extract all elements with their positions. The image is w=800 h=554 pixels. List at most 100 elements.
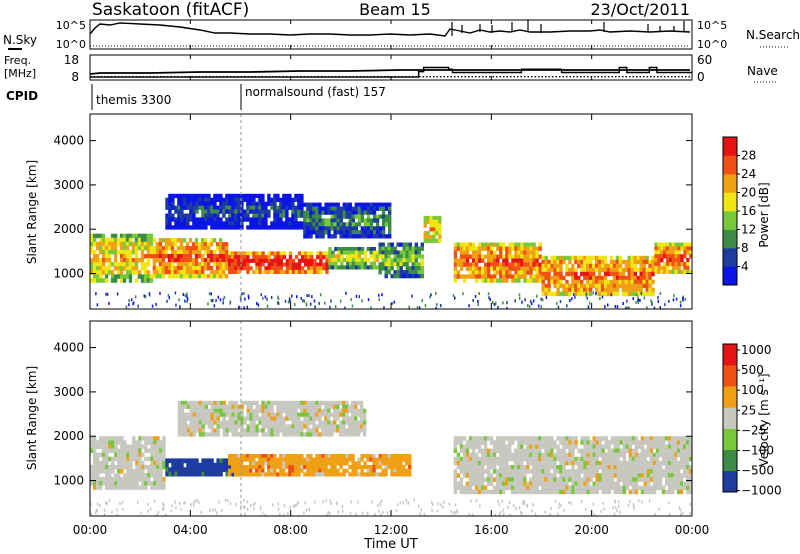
power-cell xyxy=(474,274,479,279)
power-cell xyxy=(197,266,202,271)
velocity-cell xyxy=(689,477,692,482)
power-cell xyxy=(327,206,331,211)
power-cell xyxy=(300,197,304,202)
power-cell xyxy=(337,247,341,252)
velocity-cell xyxy=(589,448,593,454)
velocity-speckle xyxy=(224,498,227,502)
velocity-cell xyxy=(339,428,343,433)
power-cell xyxy=(417,250,421,255)
velocity-speckle xyxy=(452,511,455,515)
power-cell xyxy=(297,205,301,210)
power-speckle xyxy=(682,297,684,300)
velocity-cell xyxy=(601,460,605,466)
power-cell xyxy=(161,238,166,243)
velocity-cell xyxy=(315,461,319,466)
power-speckle xyxy=(424,304,427,308)
power-cell xyxy=(306,226,310,231)
velocity-cell xyxy=(90,448,94,453)
power-cell xyxy=(541,279,545,285)
power-cell xyxy=(366,226,371,231)
power-cell xyxy=(348,247,353,252)
power-cell xyxy=(210,205,214,210)
power-cell xyxy=(309,202,313,207)
power-cell xyxy=(372,247,376,252)
power-cell xyxy=(612,275,617,281)
power-cell xyxy=(203,242,208,247)
velocity-speckle xyxy=(153,499,156,503)
velocity-cell xyxy=(339,412,343,417)
velocity-cell xyxy=(255,432,259,437)
velocity-cell xyxy=(459,481,464,486)
power-cell xyxy=(477,266,482,271)
velocity-cell xyxy=(330,461,334,466)
power-cell xyxy=(146,274,151,279)
velocity-cell xyxy=(598,440,602,445)
velocity-cell xyxy=(303,424,307,429)
velocity-cell xyxy=(339,465,343,470)
velocity-cell xyxy=(126,452,130,458)
power-cell xyxy=(213,197,217,202)
velocity-cell xyxy=(309,408,313,413)
velocity-cell xyxy=(538,469,542,474)
velocity-cell xyxy=(135,464,139,470)
power-cell xyxy=(674,269,678,274)
velocity-cell xyxy=(333,404,337,409)
power-cell xyxy=(174,221,178,226)
velocity-cell xyxy=(474,481,479,486)
power-cell xyxy=(234,217,238,222)
power-cell xyxy=(279,262,283,267)
power-cell xyxy=(657,269,661,274)
power-cell xyxy=(315,214,319,219)
velocity-cell xyxy=(399,465,403,470)
power-cell xyxy=(505,274,509,279)
power-speckle xyxy=(637,296,639,300)
velocity-cell xyxy=(646,448,651,454)
velocity-cell xyxy=(141,452,145,458)
velocity-cell xyxy=(273,461,277,466)
power-cell xyxy=(237,269,241,274)
velocity-cell xyxy=(222,404,226,409)
velocity-cell xyxy=(114,481,118,486)
power-speckle xyxy=(370,306,372,309)
power-cell xyxy=(225,217,229,222)
power-cell xyxy=(417,262,421,267)
power-cell xyxy=(565,279,569,285)
power-cell xyxy=(300,209,304,214)
velocity-cell xyxy=(183,471,187,477)
power-cell xyxy=(532,266,536,271)
velocity-cell xyxy=(613,485,617,491)
power-cell xyxy=(432,219,436,224)
velocity-cell xyxy=(646,469,651,474)
velocity-cell xyxy=(556,456,560,462)
power-cell xyxy=(221,262,226,267)
power-cell xyxy=(471,250,476,255)
velocity-cell xyxy=(99,464,103,470)
velocity-cell xyxy=(312,400,316,406)
power-cell xyxy=(550,259,554,265)
velocity-cell xyxy=(511,481,515,486)
power-cell xyxy=(189,217,193,222)
velocity-cell xyxy=(453,477,458,482)
power-speckle xyxy=(416,306,419,309)
power-cell xyxy=(378,226,383,231)
velocity-cell xyxy=(366,465,370,470)
power-cell xyxy=(321,206,325,211)
power-cell xyxy=(285,205,289,210)
velocity-cell xyxy=(156,469,160,474)
velocity-speckle xyxy=(468,512,470,516)
velocity-speckle xyxy=(244,512,246,516)
velocity-cell xyxy=(616,452,620,458)
velocity-cell xyxy=(186,416,191,421)
power-speckle xyxy=(622,302,624,305)
power-cell xyxy=(369,230,374,235)
power-speckle xyxy=(487,292,490,296)
velocity-cell xyxy=(631,485,636,491)
velocity-cell xyxy=(604,477,608,482)
velocity-cell xyxy=(246,416,250,421)
velocity-colorbar-swatch xyxy=(723,407,737,429)
velocity-cell xyxy=(297,472,301,477)
power-cell xyxy=(185,266,190,271)
velocity-cell xyxy=(147,456,151,462)
power-cell xyxy=(231,221,235,226)
power-cell xyxy=(328,247,332,252)
